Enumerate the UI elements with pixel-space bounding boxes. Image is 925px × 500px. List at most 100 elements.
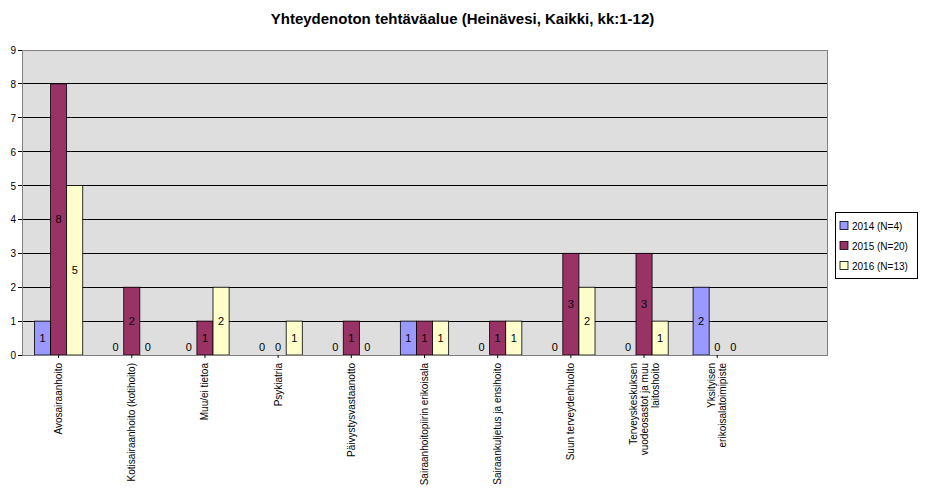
y-tick — [18, 50, 22, 51]
y-tick-label: 0 — [10, 350, 16, 361]
data-label: 5 — [72, 264, 78, 276]
x-tick-label: Sairaankuljetus ja ensihoito — [492, 363, 503, 485]
legend-label: 2014 (N=4) — [852, 221, 902, 232]
x-tick-label-line: Sairaanhoitopiirin erikoisala — [419, 363, 430, 486]
y-tick-label: 5 — [10, 181, 16, 192]
x-tick — [278, 355, 279, 358]
y-tick — [18, 117, 22, 118]
bar — [416, 321, 432, 355]
bar — [327, 355, 343, 356]
bar — [433, 321, 449, 355]
data-label: 1 — [495, 332, 501, 344]
x-tick-label-line: Sairaankuljetus ja ensihoito — [492, 363, 503, 485]
bar — [547, 355, 563, 356]
legend — [835, 213, 917, 279]
y-tick-label: 1 — [10, 316, 16, 327]
x-tick — [644, 355, 645, 358]
data-label: 0 — [186, 341, 192, 353]
bar — [563, 253, 579, 355]
data-label: 0 — [730, 341, 736, 353]
grid-line — [22, 83, 827, 84]
x-tick — [570, 355, 571, 358]
legend-label: 2016 (N=13) — [852, 261, 908, 272]
bar — [725, 355, 741, 356]
data-label: 0 — [145, 341, 151, 353]
y-tick — [18, 253, 22, 254]
x-tick-label-line: Terveyskeskuksen — [628, 363, 639, 445]
bar — [474, 355, 490, 356]
x-tick-label: Yksityisenerikoisalatoimipiste — [706, 363, 728, 448]
y-tick-label: 6 — [10, 147, 16, 158]
bar — [652, 321, 668, 355]
y-tick — [18, 185, 22, 186]
bar — [709, 355, 725, 356]
chart: Yhteydenoton tehtäväalue (Heinävesi, Kai… — [0, 0, 925, 500]
y-tick — [18, 287, 22, 288]
y-tick — [18, 151, 22, 152]
data-label: 1 — [405, 332, 411, 344]
y-tick — [18, 321, 22, 322]
background — [0, 0, 925, 500]
data-label: 2 — [698, 315, 704, 327]
grid-line — [22, 185, 827, 186]
x-tick-label-line: Suun terveydenhuolto — [565, 363, 576, 461]
x-tick — [131, 355, 132, 358]
bar — [197, 321, 213, 355]
bar — [34, 321, 50, 355]
data-label: 3 — [568, 298, 574, 310]
data-label: 1 — [421, 332, 427, 344]
bar — [181, 355, 197, 356]
x-tick-label: Kotisairaanhoito (kotihoito) — [126, 363, 137, 481]
bar — [693, 287, 709, 355]
x-tick-label: Avosairaanhoito — [53, 363, 64, 435]
grid-line — [22, 253, 827, 254]
x-tick — [204, 355, 205, 358]
y-tick-label: 4 — [10, 214, 16, 225]
x-tick-label: Päivystysvastaanotto — [346, 363, 357, 457]
bar — [213, 287, 229, 355]
data-label: 0 — [364, 341, 370, 353]
grid-line — [22, 117, 827, 118]
bar — [579, 287, 595, 355]
data-label: 0 — [332, 341, 338, 353]
data-label: 1 — [291, 332, 297, 344]
y-tick-label: 8 — [10, 79, 16, 90]
bar — [67, 186, 83, 355]
data-label: 1 — [511, 332, 517, 344]
data-label: 1 — [438, 332, 444, 344]
x-tick-label-line: Yksityisen — [706, 363, 717, 408]
x-tick-label-line: Psykiatria — [273, 363, 284, 407]
x-tick — [351, 355, 352, 358]
x-tick-label: Suun terveydenhuolto — [565, 363, 576, 461]
bar — [108, 355, 124, 356]
x-tick-label-line: Muu/ei tietoa — [199, 363, 210, 421]
bar — [51, 84, 67, 355]
x-tick-label-line: Avosairaanhoito — [53, 363, 64, 435]
x-tick-label-line: Kotisairaanhoito (kotihoito) — [126, 363, 137, 481]
bar — [124, 287, 140, 355]
legend-label: 2015 (N=20) — [852, 241, 908, 252]
x-tick-label-line: Päivystysvastaanotto — [346, 363, 357, 457]
data-label: 3 — [641, 298, 647, 310]
data-label: 1 — [202, 332, 208, 344]
data-label: 0 — [479, 341, 485, 353]
bar — [620, 355, 636, 356]
x-tick — [497, 355, 498, 358]
y-tick — [18, 219, 22, 220]
data-label: 0 — [275, 341, 281, 353]
data-label: 0 — [113, 341, 119, 353]
x-tick-label: Muu/ei tietoa — [199, 363, 210, 421]
bar — [140, 355, 156, 356]
bars — [34, 84, 709, 355]
x-tick — [717, 355, 718, 358]
y-tick-label: 7 — [10, 113, 16, 124]
legend-swatch — [840, 242, 848, 250]
x-tick — [424, 355, 425, 358]
bar — [506, 321, 522, 355]
x-tick-label: Terveyskeskuksenvuodeosastot ja muulaito… — [628, 363, 661, 456]
data-label: 2 — [584, 315, 590, 327]
y-tick-label: 3 — [10, 248, 16, 259]
data-label: 2 — [218, 315, 224, 327]
x-tick-label-line: erikoisalatoimipiste — [717, 363, 728, 448]
y-tick — [18, 83, 22, 84]
